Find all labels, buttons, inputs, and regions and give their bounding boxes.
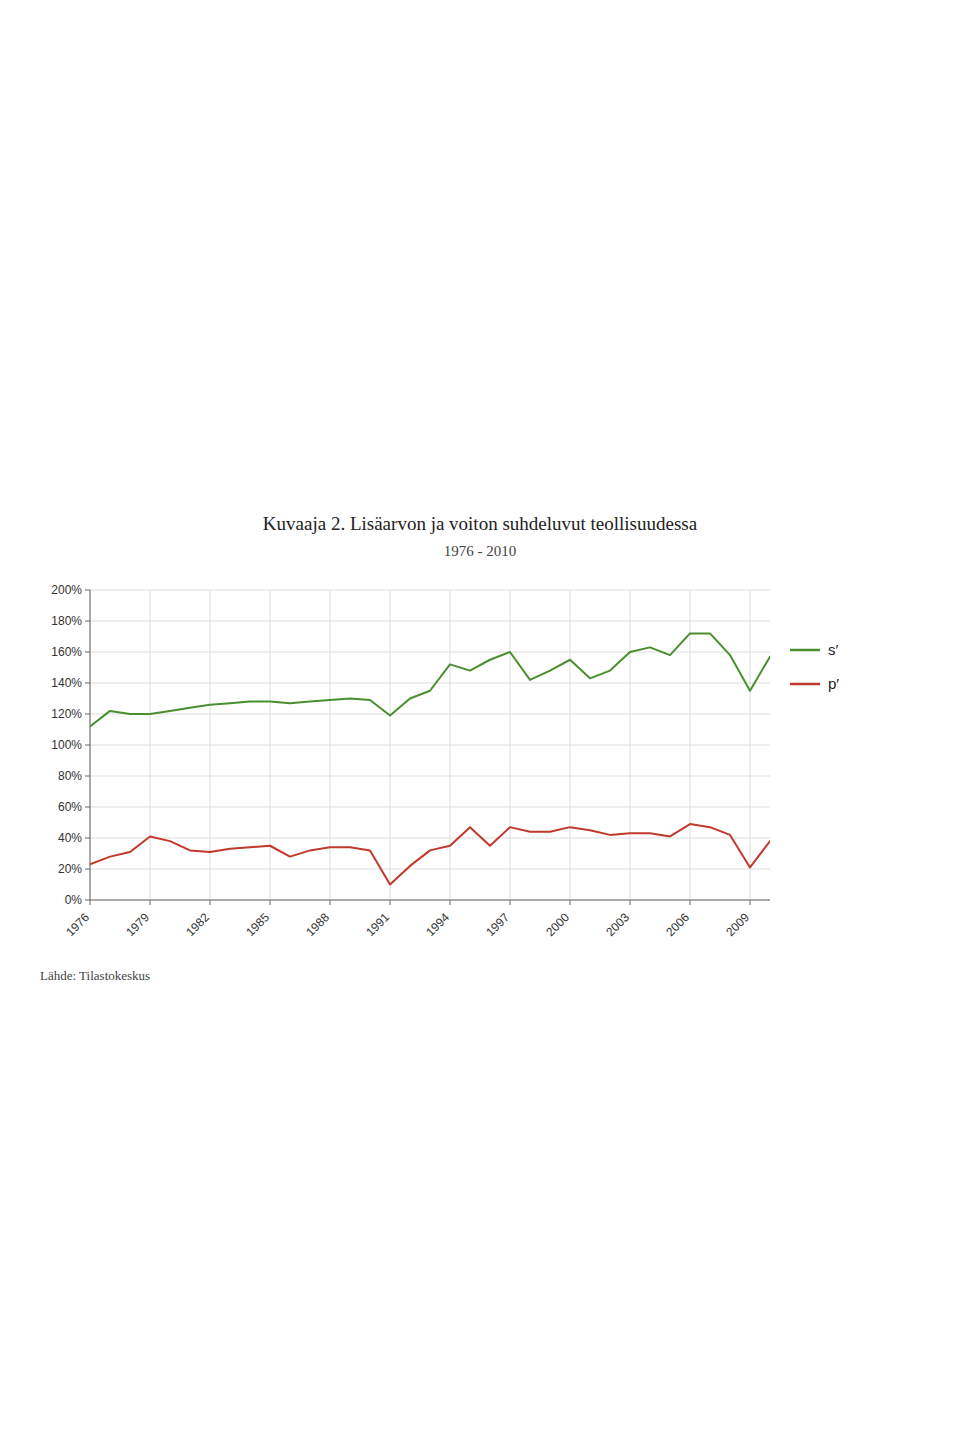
y-tick: [85, 838, 90, 839]
grid-line-x: [270, 590, 271, 900]
y-tick: [85, 683, 90, 684]
y-tick-label: 20%: [58, 862, 82, 876]
grid-line-y: [90, 869, 770, 870]
y-tick: [85, 900, 90, 901]
y-tick-label: 140%: [51, 676, 82, 690]
grid-line-y: [90, 652, 770, 653]
grid-line-x: [510, 590, 511, 900]
y-tick: [85, 590, 90, 591]
y-axis-line: [90, 590, 91, 900]
x-tick: [390, 900, 391, 905]
y-tick-label: 120%: [51, 707, 82, 721]
x-axis-line: [90, 900, 770, 901]
y-tick: [85, 807, 90, 808]
legend-swatch: [790, 649, 820, 652]
y-tick-label: 160%: [51, 645, 82, 659]
x-tick-label: 1982: [183, 910, 212, 939]
grid-line-y: [90, 714, 770, 715]
grid-line-y: [90, 621, 770, 622]
x-tick-label: 1985: [243, 910, 272, 939]
y-tick: [85, 869, 90, 870]
x-tick: [150, 900, 151, 905]
series-group: [90, 633, 770, 884]
x-tick-label: 2006: [663, 910, 692, 939]
grid-line-x: [90, 590, 91, 900]
y-tick-label: 100%: [51, 738, 82, 752]
x-tick-label: 1994: [423, 910, 452, 939]
grid-line-x: [390, 590, 391, 900]
grid-line-y: [90, 776, 770, 777]
grid-line-x: [450, 590, 451, 900]
y-tick-label: 60%: [58, 800, 82, 814]
x-tick-label: 2000: [543, 910, 572, 939]
chart: Kuvaaja 2. Lisäarvon ja voiton suhdeluvu…: [0, 0, 960, 1436]
y-tick: [85, 745, 90, 746]
grid-line-y: [90, 838, 770, 839]
subtitle: 1976 - 2010: [444, 543, 517, 559]
y-tick-label: 200%: [51, 583, 82, 597]
grid: [90, 590, 770, 900]
x-tick-label: 1997: [483, 910, 512, 939]
x-tick-label: 1991: [363, 910, 392, 939]
y-tick: [85, 714, 90, 715]
grid-line-y: [90, 900, 770, 901]
grid-line-x: [750, 590, 751, 900]
y-tick: [85, 621, 90, 622]
x-tick-label: 1979: [123, 910, 152, 939]
axes: 0% 20% 40% 60% 80% 100% 120% 140% 160% 180% 200% 19…: [51, 583, 770, 939]
y-tick-label: 80%: [58, 769, 82, 783]
y-tick: [85, 776, 90, 777]
x-tick: [510, 900, 511, 905]
x-tick-label: 1988: [303, 910, 332, 939]
legend: s′ p′: [790, 641, 839, 692]
x-tick: [450, 900, 451, 905]
grid-line-x: [690, 590, 691, 900]
title: Kuvaaja 2. Lisäarvon ja voiton suhdeluvu…: [263, 513, 698, 534]
y-tick-label: 40%: [58, 831, 82, 845]
grid-line-x: [210, 590, 211, 900]
grid-line-y: [90, 683, 770, 684]
x-tick-label: 2003: [603, 910, 632, 939]
legend-label: p′: [828, 675, 839, 692]
background: [0, 0, 960, 1436]
grid-line-x: [150, 590, 151, 900]
legend-label: s′: [828, 641, 839, 658]
grid-line-y: [90, 590, 770, 591]
grid-line-y: [90, 745, 770, 746]
x-tick: [210, 900, 211, 905]
y-tick-label: 0%: [65, 893, 83, 907]
grid-line-x: [570, 590, 571, 900]
line: [90, 824, 770, 884]
x-tick-label: 1976: [63, 910, 92, 939]
line: [90, 633, 770, 726]
x-tick: [570, 900, 571, 905]
grid-line-x: [630, 590, 631, 900]
source-note: Lähde: Tilastokeskus: [40, 968, 150, 983]
legend-swatch: [790, 683, 820, 686]
grid-line-x: [330, 590, 331, 900]
y-tick-label: 180%: [51, 614, 82, 628]
x-tick: [750, 900, 751, 905]
x-tick: [90, 900, 91, 905]
x-tick: [690, 900, 691, 905]
y-tick: [85, 652, 90, 653]
x-tick-label: 2009: [723, 910, 752, 939]
x-tick: [630, 900, 631, 905]
x-tick: [330, 900, 331, 905]
grid-line-y: [90, 807, 770, 808]
x-tick: [270, 900, 271, 905]
